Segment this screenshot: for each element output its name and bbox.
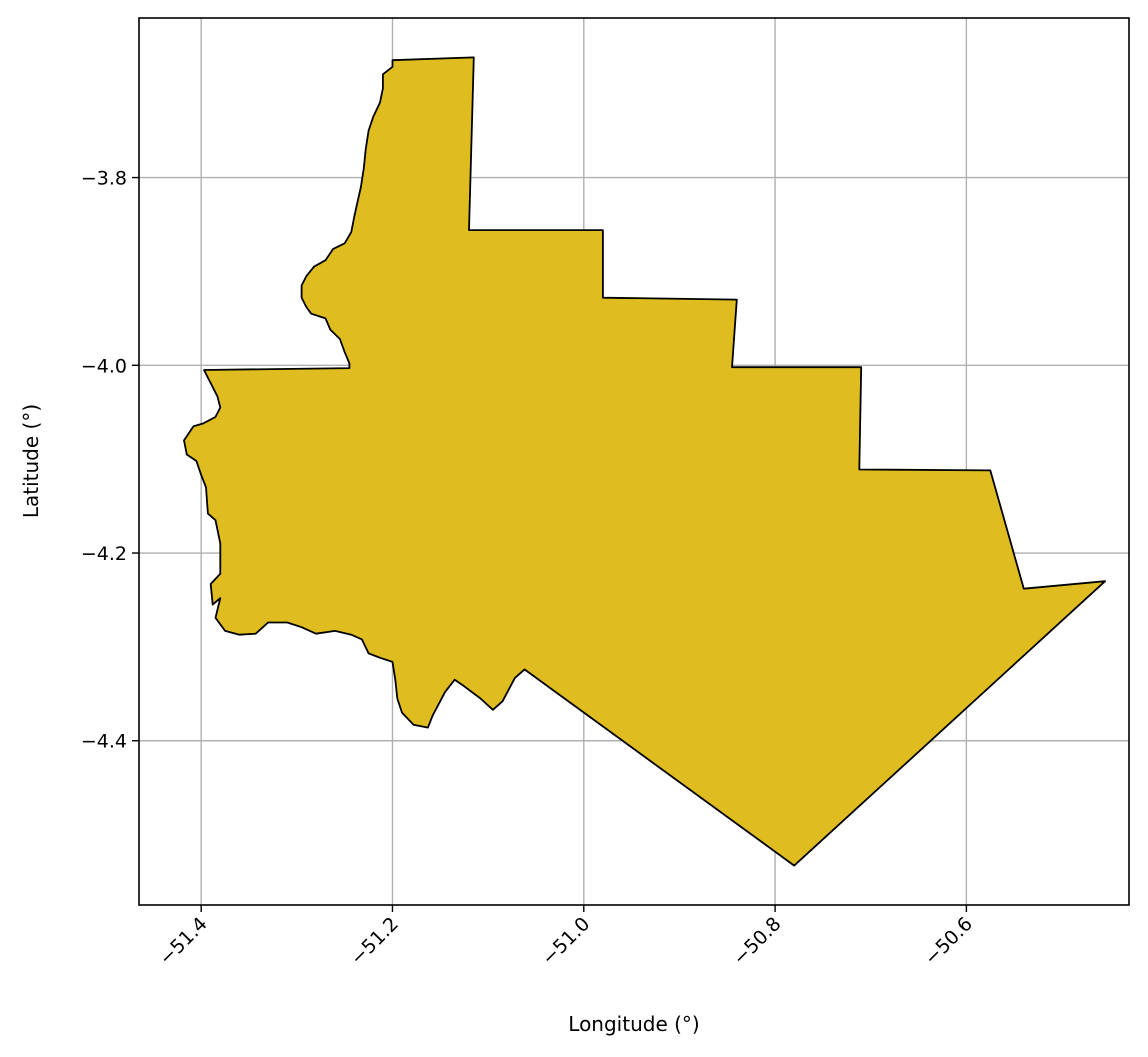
y-axis-label: Latitude (°) — [19, 404, 43, 518]
x-tick-label: −50.6 — [920, 913, 977, 970]
y-tick-label: −4.4 — [81, 731, 127, 753]
y-tick-label: −4.2 — [81, 543, 127, 565]
plot-frame — [138, 17, 1130, 906]
y-tick-label: −4.0 — [81, 355, 127, 377]
x-tick-label: −51.2 — [346, 913, 403, 970]
x-tick-label: −51.4 — [155, 913, 212, 970]
x-tick-label: −50.8 — [729, 913, 786, 970]
region-polygon — [183, 56, 1106, 867]
y-tick-label: −3.8 — [81, 168, 127, 190]
x-tick-label: −51.0 — [538, 913, 595, 970]
x-axis-label: Longitude (°) — [568, 1012, 699, 1036]
